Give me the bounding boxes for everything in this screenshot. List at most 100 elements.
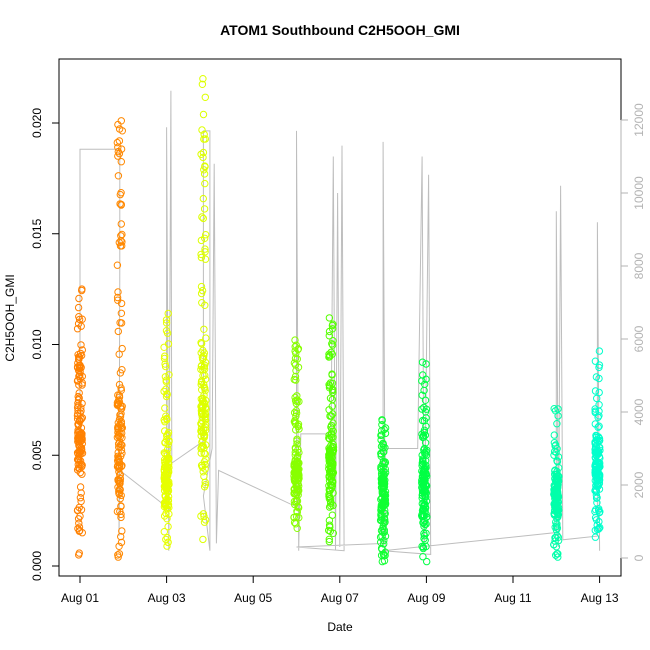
data-point [199, 110, 208, 119]
data-point [591, 448, 600, 457]
data-point [78, 449, 87, 457]
data-point [378, 545, 386, 553]
series-3 [197, 75, 210, 544]
data-point [74, 461, 83, 469]
y2-tick-label: 12000 [632, 103, 646, 137]
data-point [200, 135, 208, 143]
data-point [199, 429, 208, 437]
data-point [77, 424, 86, 432]
data-point [164, 428, 173, 437]
altitude-layer [79, 90, 601, 555]
data-point [421, 396, 430, 404]
data-point [116, 479, 124, 488]
series-6 [376, 416, 390, 566]
data-point [114, 458, 122, 466]
data-point [554, 453, 563, 461]
data-point [199, 214, 208, 223]
data-point [292, 376, 300, 384]
data-point [291, 372, 300, 381]
data-point [199, 194, 208, 203]
data-point [291, 361, 300, 369]
data-point [595, 347, 604, 355]
data-point [197, 377, 206, 385]
data-point [117, 422, 125, 430]
x-axis-label: Date [327, 620, 353, 634]
data-point [422, 422, 430, 430]
data-point [199, 148, 208, 157]
data-point [202, 334, 210, 342]
data-point [291, 347, 299, 355]
data-point [201, 450, 210, 458]
data-point [117, 491, 125, 500]
data-point [325, 381, 333, 389]
data-point [553, 524, 562, 532]
data-point [160, 449, 169, 457]
data-point [294, 422, 302, 430]
data-point [201, 426, 210, 434]
data-point [114, 455, 123, 463]
data-point [197, 282, 206, 291]
data-point [377, 465, 386, 474]
data-point [292, 520, 300, 528]
data-point [197, 250, 205, 259]
data-point [118, 230, 126, 239]
data-point [553, 420, 561, 428]
series-2 [160, 309, 173, 550]
data-point [165, 437, 173, 446]
data-point [591, 408, 599, 417]
data-point [419, 481, 427, 489]
data-point [113, 138, 122, 147]
data-point [328, 325, 337, 333]
data-point [554, 553, 562, 561]
y-axis: 0.000 0.005 0.010 0.015 0.020 [30, 108, 60, 581]
data-point [293, 513, 301, 521]
data-point [162, 509, 170, 518]
y2-tick-label: 0 [632, 554, 646, 561]
data-point [197, 461, 206, 470]
y2-tick-label: 6000 [632, 325, 646, 352]
y-tick-label: 0.020 [30, 108, 44, 138]
data-point [379, 498, 387, 506]
data-point [202, 396, 210, 405]
data-point [73, 325, 82, 333]
data-point [377, 450, 385, 458]
data-point [422, 497, 431, 505]
data-point [164, 309, 172, 318]
data-point [78, 346, 87, 354]
data-point [75, 389, 83, 397]
data-point [593, 478, 601, 486]
data-point [421, 500, 429, 509]
data-point [380, 536, 388, 545]
data-point [200, 349, 209, 357]
data-point [325, 503, 334, 511]
data-point [197, 449, 205, 457]
data-point [592, 463, 600, 471]
data-point [591, 357, 600, 365]
data-point [197, 236, 206, 245]
data-point [74, 407, 82, 415]
data-point [163, 478, 171, 486]
series-9 [591, 347, 604, 541]
data-point [117, 201, 125, 209]
data-point [113, 261, 122, 269]
data-point [117, 410, 125, 418]
data-point [591, 405, 599, 413]
data-point [77, 437, 85, 445]
data-point [161, 404, 169, 412]
data-point [291, 485, 299, 493]
data-point [380, 425, 388, 434]
data-point [200, 391, 208, 399]
data-point [550, 405, 558, 413]
data-point [553, 457, 561, 465]
data-point [591, 443, 600, 451]
data-point [115, 391, 124, 400]
data-point [77, 429, 86, 437]
data-point [74, 303, 83, 312]
data-point [75, 353, 83, 361]
data-point [201, 460, 209, 469]
data-point [114, 296, 122, 304]
data-point [327, 412, 335, 420]
x-tick-label: Aug 07 [321, 591, 359, 605]
data-point [160, 528, 169, 536]
data-point [116, 507, 124, 516]
